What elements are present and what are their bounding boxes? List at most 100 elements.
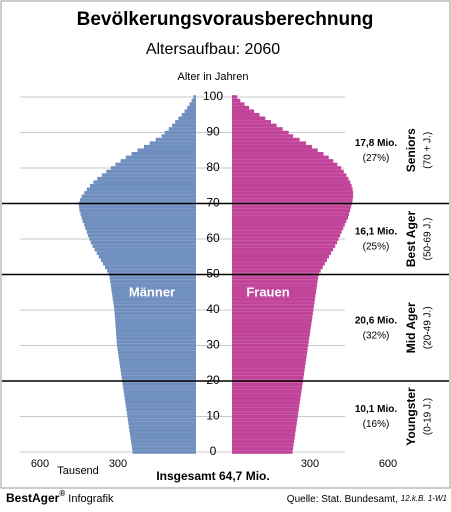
bar <box>232 276 319 280</box>
bar <box>232 286 317 291</box>
y-tick-label: 50 <box>206 267 220 281</box>
bar <box>232 247 334 252</box>
bar <box>124 393 196 397</box>
bar <box>120 368 196 373</box>
bar <box>232 428 296 433</box>
bar <box>178 116 196 121</box>
bar <box>232 98 241 103</box>
bar <box>232 382 303 387</box>
bar <box>131 443 196 447</box>
bar <box>109 276 196 280</box>
bar <box>232 127 283 131</box>
bar <box>232 265 323 270</box>
bar <box>125 404 196 408</box>
bar <box>232 279 318 284</box>
bar <box>87 233 196 238</box>
bar <box>232 144 313 149</box>
bar <box>161 134 196 138</box>
bar <box>232 152 324 156</box>
bar <box>232 269 321 273</box>
bar <box>129 428 196 433</box>
bar <box>86 187 196 192</box>
bar <box>97 176 196 181</box>
bar <box>232 421 297 426</box>
total-label: Insgesamt 64,7 Mio. <box>156 469 269 483</box>
bar <box>232 95 238 99</box>
bar <box>126 407 196 412</box>
group-range: (70 + J.) <box>423 132 434 169</box>
bar <box>232 173 347 177</box>
bar <box>232 372 305 376</box>
bar <box>107 269 196 273</box>
bar <box>113 304 196 309</box>
bar <box>187 105 196 110</box>
bar <box>232 329 311 334</box>
bar <box>119 357 196 362</box>
bar <box>123 386 196 390</box>
bar <box>114 311 196 316</box>
bar <box>93 180 196 184</box>
bar <box>232 308 314 312</box>
bar <box>111 286 196 291</box>
bar <box>232 223 345 227</box>
bar <box>232 237 339 241</box>
bar <box>232 325 311 330</box>
bar <box>232 159 334 163</box>
bar <box>232 148 318 153</box>
bar <box>114 308 196 312</box>
y-tick-label: 80 <box>206 160 220 174</box>
bar <box>81 215 196 220</box>
bar <box>129 432 196 437</box>
bar <box>106 169 196 174</box>
bar <box>102 262 196 266</box>
bar <box>232 439 295 444</box>
bar <box>132 446 196 451</box>
bar <box>112 294 196 298</box>
bar <box>79 205 196 209</box>
bar <box>116 340 196 344</box>
brand-mark: ® <box>59 489 65 498</box>
group-total: 16,1 Mio. <box>355 227 397 238</box>
bar <box>232 166 342 170</box>
bar <box>137 148 196 153</box>
bar <box>232 105 250 110</box>
group-label: Mid Ager <box>404 302 418 353</box>
bar <box>232 432 296 437</box>
bar <box>232 322 312 326</box>
bar <box>232 258 327 263</box>
chart-subtitle: Altersaufbau: 2060 <box>146 41 280 58</box>
bar <box>232 357 307 362</box>
bar <box>232 311 313 316</box>
brand-suffix: Infografik <box>68 493 114 505</box>
y-tick-label: 60 <box>206 231 220 245</box>
bar <box>232 425 297 429</box>
bar <box>110 279 196 284</box>
bar <box>131 439 196 444</box>
bar <box>232 208 351 213</box>
bar <box>232 404 300 408</box>
bar <box>112 297 196 302</box>
bar <box>191 98 196 103</box>
frame <box>0 0 451 489</box>
bar <box>232 340 309 344</box>
source: Quelle: Stat. Bundesamt, <box>287 494 401 505</box>
y-tick-label: 10 <box>206 409 220 423</box>
bar <box>232 396 301 401</box>
bar <box>232 297 315 302</box>
bar <box>89 183 196 188</box>
bar <box>232 375 304 380</box>
series-label: Frauen <box>246 284 289 299</box>
group-share: (16%) <box>363 419 390 430</box>
bar <box>232 347 308 351</box>
bar <box>164 130 196 135</box>
bar <box>232 226 344 231</box>
bar <box>92 244 196 248</box>
group-share: (25%) <box>363 242 390 253</box>
bar <box>110 166 196 170</box>
group-total: 10,1 Mio. <box>355 404 397 415</box>
y-tick-label: 70 <box>206 196 220 210</box>
y-axis-label: Alter in Jahren <box>178 71 249 83</box>
bar <box>100 258 196 263</box>
bar <box>130 436 196 440</box>
